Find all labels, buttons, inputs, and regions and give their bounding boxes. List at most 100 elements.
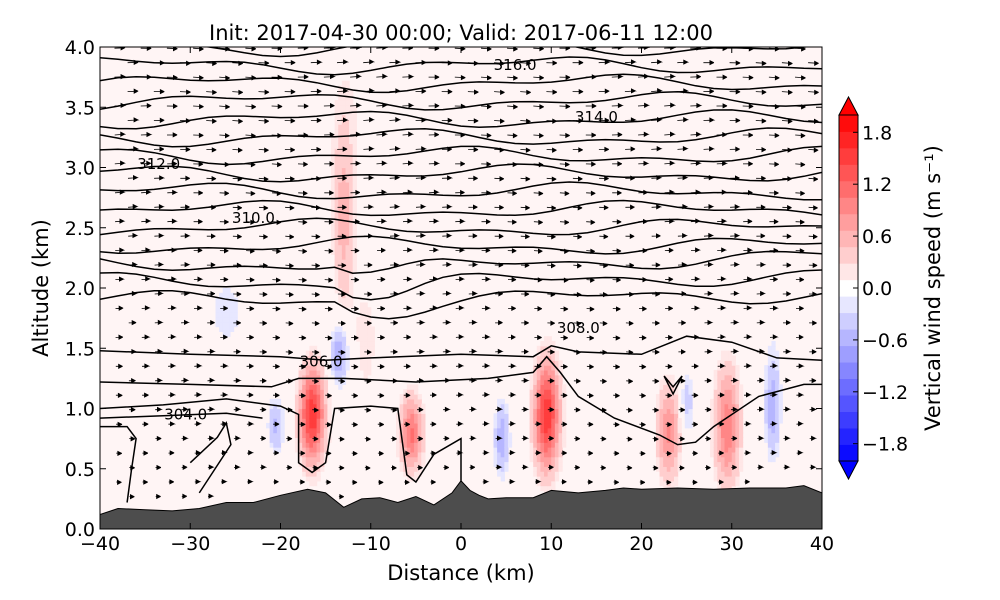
wind-vector: [324, 161, 335, 167]
wind-vector: [286, 436, 293, 442]
wind-vector: [744, 450, 752, 456]
w-field-cell: [309, 369, 314, 376]
w-field-cell: [764, 437, 769, 443]
wind-vector: [559, 103, 571, 110]
w-field-cell: [338, 186, 343, 193]
w-field-cell: [359, 307, 365, 313]
w-field-cell: [547, 360, 552, 366]
wind-vector: [233, 435, 242, 441]
wind-vector: [377, 450, 384, 457]
x-axis: −40 −30 −20 −10 0 10 20 30 40: [80, 47, 834, 555]
theta-contour-line: [100, 56, 822, 76]
w-field-cell: [544, 432, 549, 439]
w-field-cell: [655, 398, 661, 405]
w-field-cell: [551, 389, 556, 395]
w-field-cell: [529, 384, 534, 390]
w-field-cell: [367, 316, 372, 323]
w-field-cell: [497, 451, 502, 458]
w-field-cell: [720, 379, 726, 385]
w-field-cell: [331, 191, 336, 198]
w-field-cell: [323, 384, 329, 390]
wind-vector: [467, 89, 479, 95]
w-field-cell: [316, 447, 321, 453]
wind-vector: [770, 363, 779, 369]
wind-vector: [246, 392, 254, 398]
wind-vector: [115, 247, 126, 253]
w-field-cell: [724, 466, 729, 472]
wind-vector: [166, 74, 178, 81]
wind-vector: [455, 334, 465, 340]
w-field-cell: [764, 422, 769, 429]
w-field-cell: [497, 403, 502, 410]
wind-vector: [377, 363, 385, 370]
wind-vector: [443, 435, 450, 442]
wind-vector: [611, 73, 624, 80]
wind-vector: [743, 334, 753, 340]
w-field-cell: [417, 451, 422, 458]
w-field-cell: [316, 365, 321, 371]
w-field-cell: [352, 114, 357, 120]
w-field-cell: [359, 336, 365, 342]
wind-vector: [651, 117, 663, 123]
wind-vector: [768, 104, 780, 110]
w-field-cell: [533, 355, 538, 361]
wind-vector: [403, 392, 411, 398]
w-field-cell: [728, 374, 733, 381]
w-field-cell: [558, 394, 563, 400]
w-field-cell: [399, 447, 404, 453]
colorbar-extend-bottom: [838, 460, 859, 481]
w-field-cell: [410, 403, 415, 410]
wind-vector: [611, 131, 623, 138]
wind-vector: [310, 117, 322, 124]
w-field-cell: [410, 384, 415, 390]
w-field-cell: [666, 427, 671, 434]
wind-vector: [768, 75, 780, 81]
w-field-cell: [670, 475, 675, 482]
w-field-cell: [294, 389, 300, 395]
w-field-cell: [551, 466, 556, 472]
wind-vector: [232, 233, 242, 240]
w-field-cell: [540, 365, 545, 371]
wind-vector: [585, 161, 596, 167]
w-field-cell: [320, 422, 325, 429]
w-field-cell: [767, 442, 773, 448]
wind-vector: [271, 74, 283, 81]
w-field-cell: [540, 394, 545, 400]
w-field-cell: [728, 369, 733, 376]
w-field-cell: [410, 456, 415, 463]
wind-vector: [559, 190, 570, 197]
wind-vector: [429, 305, 439, 311]
wind-vector: [704, 348, 714, 355]
wind-vector: [220, 334, 228, 340]
w-field-cell: [540, 461, 545, 467]
wind-vector: [586, 190, 596, 196]
wind-vector: [454, 74, 466, 81]
wind-vector: [428, 189, 440, 195]
w-field-cell: [554, 451, 560, 458]
wind-vector: [508, 363, 517, 369]
w-field-cell: [554, 350, 560, 357]
wind-vector: [114, 47, 126, 51]
w-field-cell: [551, 422, 556, 429]
wind-vector: [521, 377, 530, 384]
wind-vector: [455, 363, 465, 369]
w-field-cell: [294, 447, 300, 453]
w-field-cell: [771, 384, 776, 390]
w-field-cell: [331, 365, 336, 371]
wind-vector: [286, 407, 293, 413]
w-field-cell: [334, 230, 339, 236]
w-field-cell: [544, 418, 549, 424]
w-field-cell: [666, 466, 671, 472]
wind-vector: [716, 131, 727, 138]
w-field-cell: [334, 244, 339, 251]
w-field-cell: [345, 350, 350, 357]
w-field-cell: [222, 292, 227, 299]
wind-vector: [350, 189, 360, 196]
w-field-cell: [493, 418, 498, 424]
w-field-cell: [731, 447, 736, 453]
w-field-cell: [352, 254, 357, 260]
w-field-cell: [659, 471, 664, 477]
wind-vector: [730, 290, 740, 297]
w-field-cell: [507, 432, 513, 439]
wind-vector: [247, 478, 254, 485]
